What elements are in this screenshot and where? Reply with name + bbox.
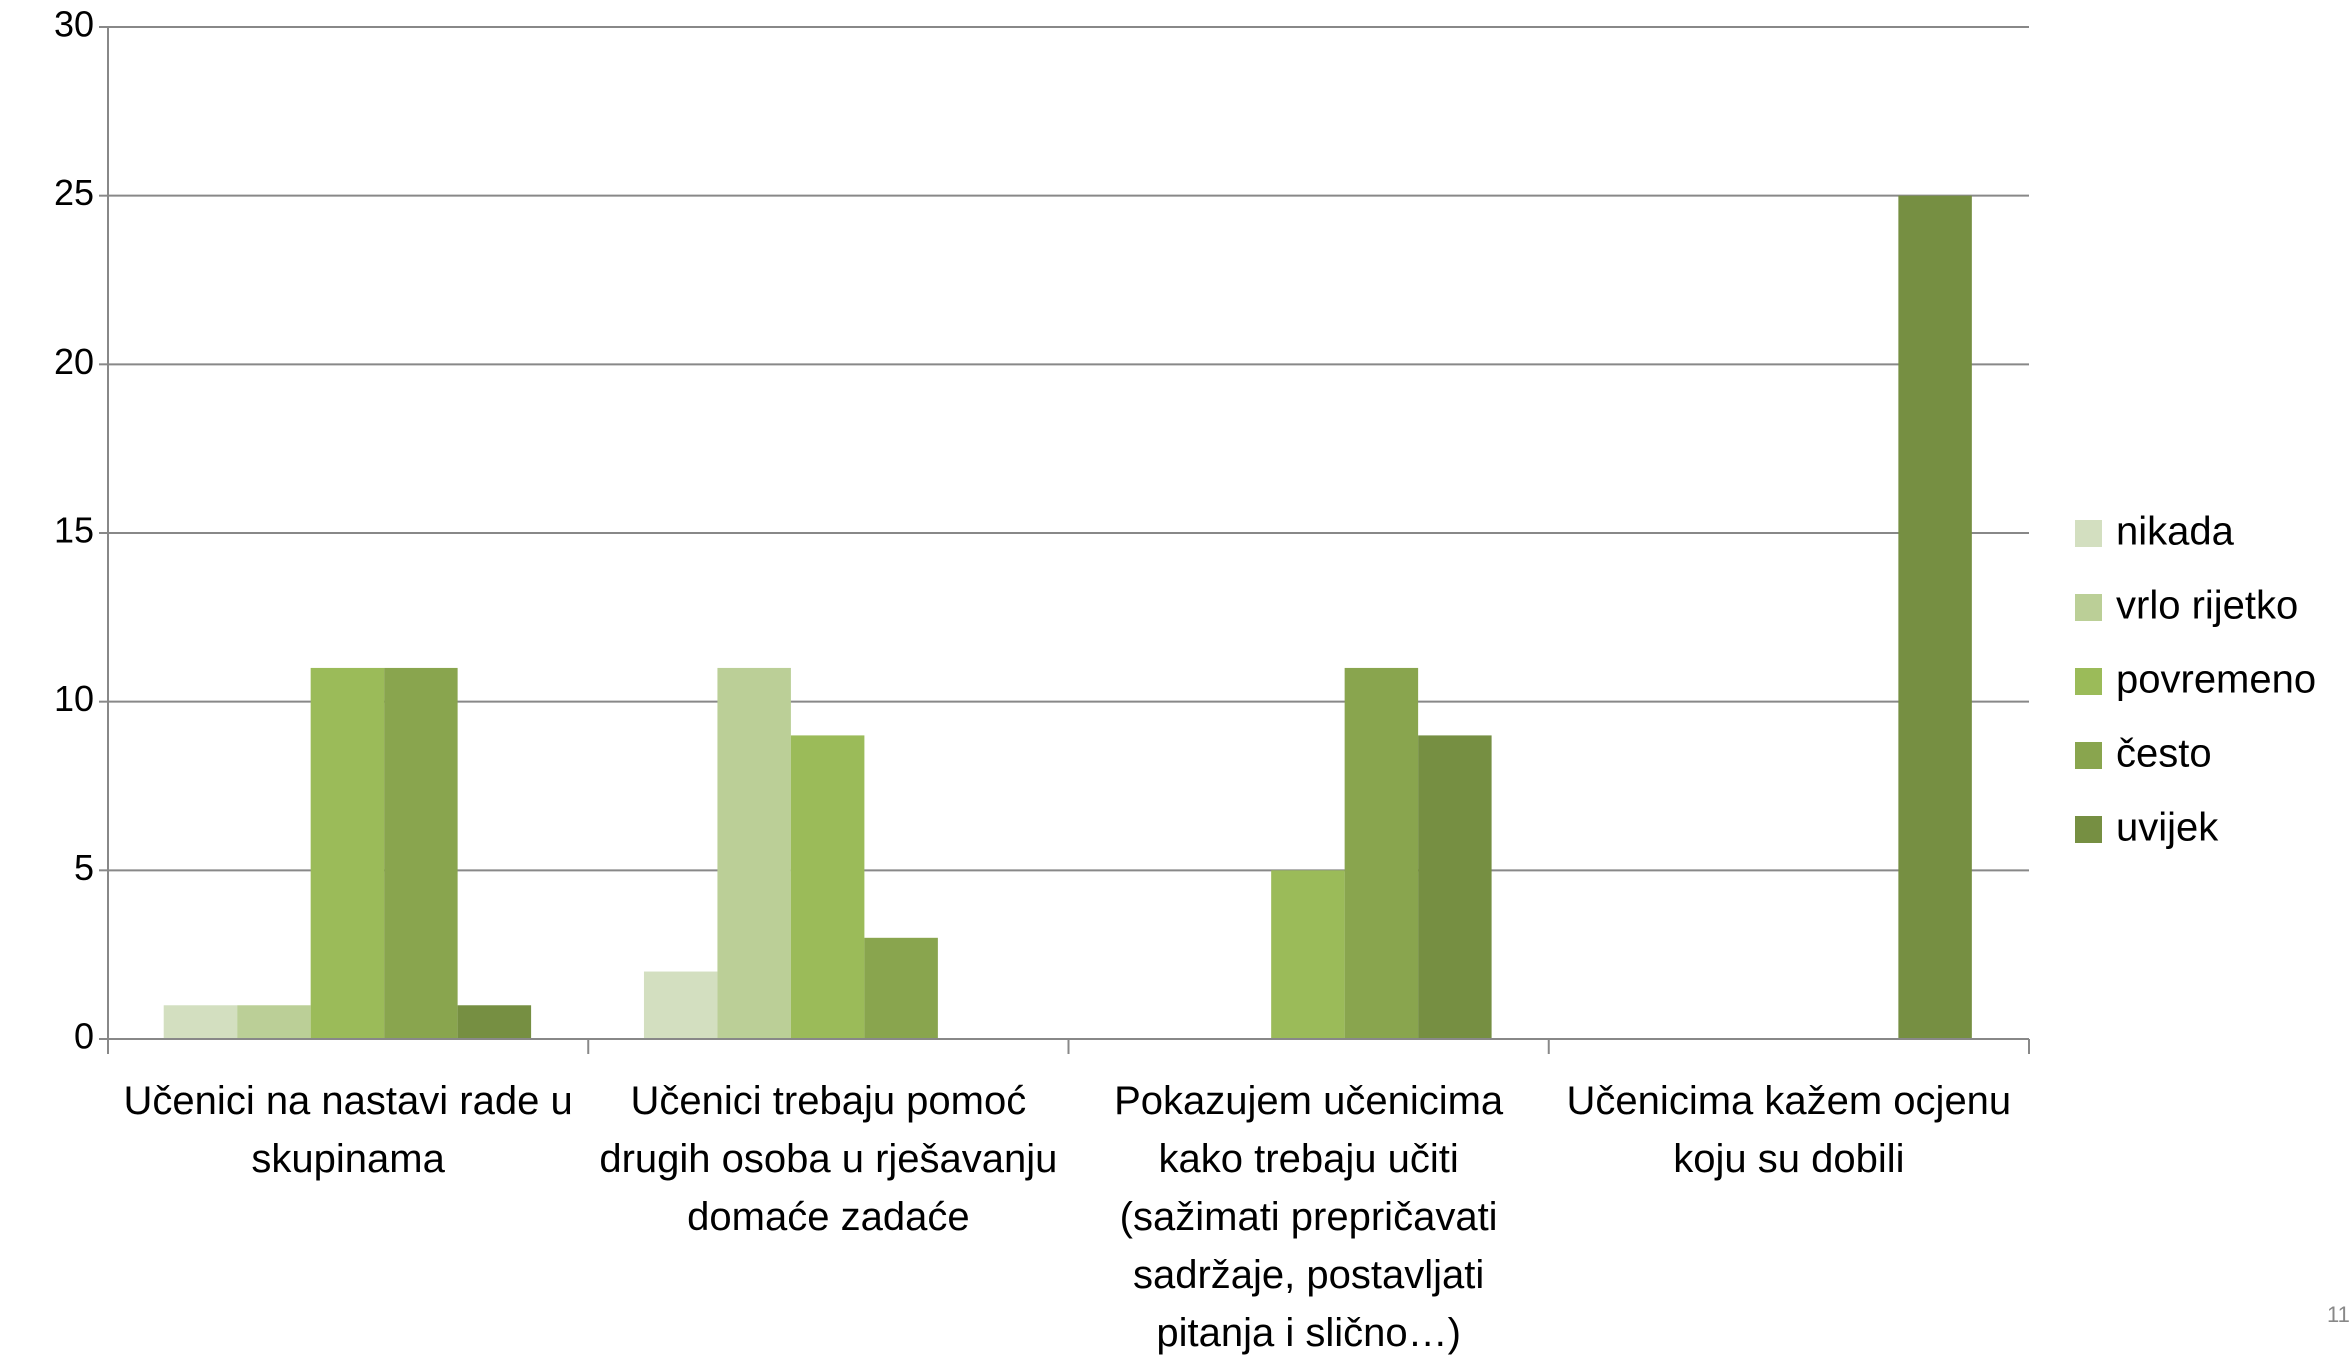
bar [1344, 667, 1419, 1039]
legend-swatch [2075, 520, 2102, 547]
x-tick-label: Učenici na nastavi rade u skupinama [123, 1079, 573, 1181]
bar [457, 1005, 532, 1039]
y-tick-label: 25 [54, 172, 94, 213]
y-tick-label: 20 [54, 341, 94, 382]
legend-label: često [2116, 732, 2212, 776]
page-number: 11 [2327, 1302, 2349, 1327]
legend-label: nikada [2116, 510, 2235, 554]
bar [1418, 735, 1492, 1039]
bar [643, 971, 718, 1039]
x-tick-label: Učenici trebaju pomoć drugih osoba u rje… [599, 1079, 1058, 1239]
legend-label: vrlo rijetko [2116, 584, 2298, 628]
y-tick-label: 10 [54, 678, 94, 719]
bar [864, 937, 938, 1039]
y-tick-label: 0 [74, 1016, 94, 1057]
legend-label: uvijek [2116, 806, 2219, 850]
x-tick-label: Učenicima kažem ocjenu koju su dobili [1566, 1079, 2012, 1181]
bar [717, 667, 791, 1039]
legend-swatch [2075, 668, 2102, 695]
legend-swatch [2075, 816, 2102, 843]
bar [1898, 195, 1972, 1039]
legend-label: povremeno [2116, 658, 2316, 702]
legend-swatch [2075, 742, 2102, 769]
bar [310, 667, 385, 1039]
bar [790, 735, 865, 1039]
bar [1271, 870, 1345, 1039]
y-tick-label: 5 [74, 847, 94, 888]
legend-swatch [2075, 594, 2102, 621]
bar [237, 1005, 311, 1039]
y-tick-label: 30 [54, 4, 94, 45]
bar [384, 667, 458, 1039]
x-tick-label: Pokazujem učenicima kako trebaju učiti (… [1114, 1079, 1504, 1355]
bar [163, 1005, 238, 1039]
y-tick-label: 15 [54, 510, 94, 551]
